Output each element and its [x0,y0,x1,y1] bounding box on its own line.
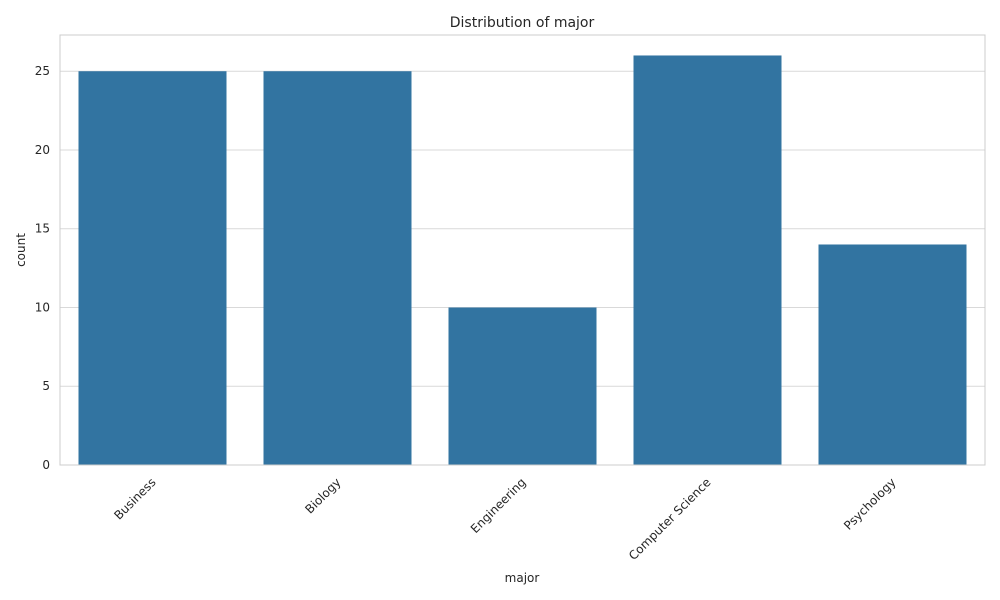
y-tick-label: 25 [35,64,50,78]
bar-engineering [448,307,597,465]
plot-frame [59,34,986,466]
bar-biology [263,71,412,465]
chart-title: Distribution of major [450,15,595,31]
y-axis-label: count [14,233,28,267]
y-tick-label: 20 [35,143,50,157]
x-tick-label: Computer Science [626,475,714,563]
y-tick-label: 10 [35,300,50,314]
x-tick-label: Biology [302,475,343,516]
x-tick-label: Psychology [841,475,899,533]
x-tick-labels: Business Biology Engineering Computer Scien… [111,475,898,563]
bar-computer-science [633,55,782,465]
y-tick-label: 15 [35,222,50,236]
x-tick-label: Business [111,475,158,522]
bar-psychology [818,244,967,465]
bar-business [78,71,227,465]
x-tick-label: Engineering [468,475,529,536]
y-tick-label: 0 [42,458,50,472]
bars [78,55,967,465]
x-axis-label: major [505,571,540,585]
y-tick-labels: 0 5 10 15 20 25 [35,64,50,472]
y-tick-label: 5 [42,379,50,393]
